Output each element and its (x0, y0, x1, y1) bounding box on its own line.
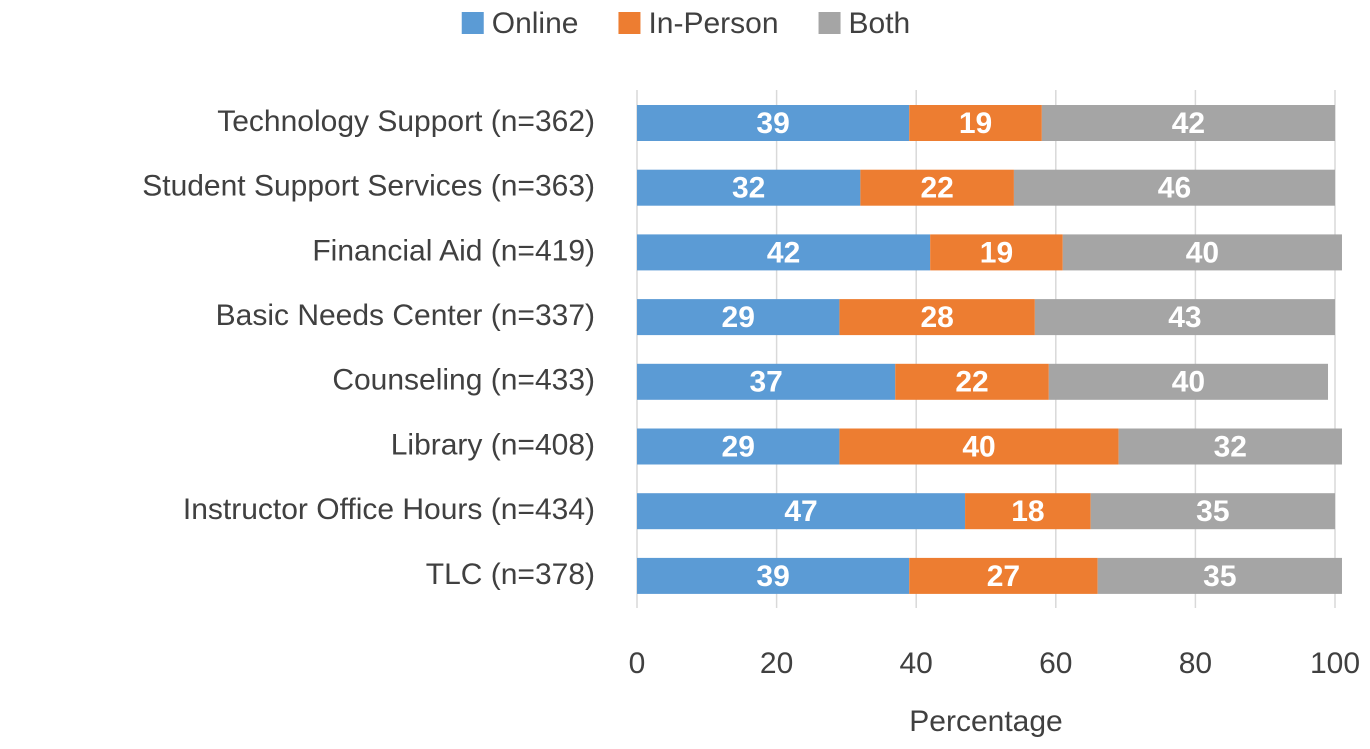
bar-segment (839, 428, 1119, 465)
data-label: 22 (920, 172, 953, 205)
legend-label: Online (492, 7, 579, 40)
y-tick-label: Technology Support (n=362) (217, 105, 595, 138)
x-tick-label: 60 (1039, 647, 1072, 680)
bar-segment (1048, 363, 1329, 400)
bar-segment (637, 105, 910, 141)
x-axis-label: Percentage (909, 705, 1062, 738)
bar-segment (895, 363, 1049, 400)
bar-segment (909, 557, 1098, 594)
legend-swatch (461, 12, 484, 34)
y-tick-label: Instructor Office Hours (n=434) (183, 493, 595, 526)
x-tick-label: 100 (1310, 647, 1360, 680)
data-label: 35 (1196, 495, 1229, 528)
bar-segment (1118, 428, 1342, 465)
bar-segment (965, 493, 1091, 530)
data-label: 28 (920, 301, 953, 334)
x-tick-label: 20 (760, 647, 793, 680)
data-label: 22 (955, 366, 988, 399)
data-label: 29 (722, 430, 755, 463)
data-label: 43 (1168, 301, 1201, 334)
data-label: 19 (980, 236, 1013, 269)
data-label: 29 (722, 301, 755, 334)
bar-segment (1090, 493, 1335, 530)
x-tick-label: 80 (1179, 647, 1212, 680)
bar-segment (1013, 169, 1335, 206)
data-label: 47 (784, 495, 817, 528)
bar-segment (1034, 299, 1335, 336)
data-label: 39 (756, 107, 789, 140)
bar-segment (1097, 557, 1342, 594)
bar-segment (637, 493, 966, 530)
data-label: 39 (756, 560, 789, 593)
bar-segment (839, 299, 1035, 336)
bar-segment (637, 299, 840, 336)
bar-segment (637, 169, 861, 206)
x-tick-label: 0 (629, 647, 646, 680)
y-tick-label: Basic Needs Center (n=337) (216, 299, 595, 332)
data-label: 40 (1172, 366, 1205, 399)
bar-segment (909, 105, 1042, 141)
bar-segment (1041, 105, 1335, 141)
y-tick-label: TLC (n=378) (426, 558, 595, 591)
data-label: 32 (732, 172, 765, 205)
data-label: 37 (749, 366, 782, 399)
x-tick-label: 40 (900, 647, 933, 680)
legend-label: In-Person (648, 7, 778, 40)
bar-segment (860, 169, 1014, 206)
y-tick-label: Library (n=408) (391, 428, 595, 461)
y-tick-label: Financial Aid (n=419) (312, 234, 595, 267)
bar-segment (930, 234, 1063, 271)
legend-swatch (618, 12, 641, 34)
data-label: 40 (962, 430, 995, 463)
data-label: 35 (1203, 560, 1236, 593)
y-tick-label: Counseling (n=433) (332, 364, 595, 397)
legend-swatch (818, 12, 841, 34)
bar-segment (637, 234, 931, 271)
data-label: 32 (1214, 430, 1247, 463)
data-label: 46 (1158, 172, 1191, 205)
data-label: 40 (1186, 236, 1219, 269)
legend-label: Both (849, 7, 911, 40)
bar-segment (637, 363, 896, 400)
data-label: 42 (1172, 107, 1205, 140)
y-tick-label: Student Support Services (n=363) (142, 170, 595, 203)
data-label: 27 (987, 560, 1020, 593)
data-label: 42 (767, 236, 800, 269)
bar-segment (637, 428, 840, 465)
bar-segment (637, 557, 910, 594)
data-label: 19 (959, 107, 992, 140)
data-label: 18 (1011, 495, 1044, 528)
bar-segment (1062, 234, 1342, 271)
